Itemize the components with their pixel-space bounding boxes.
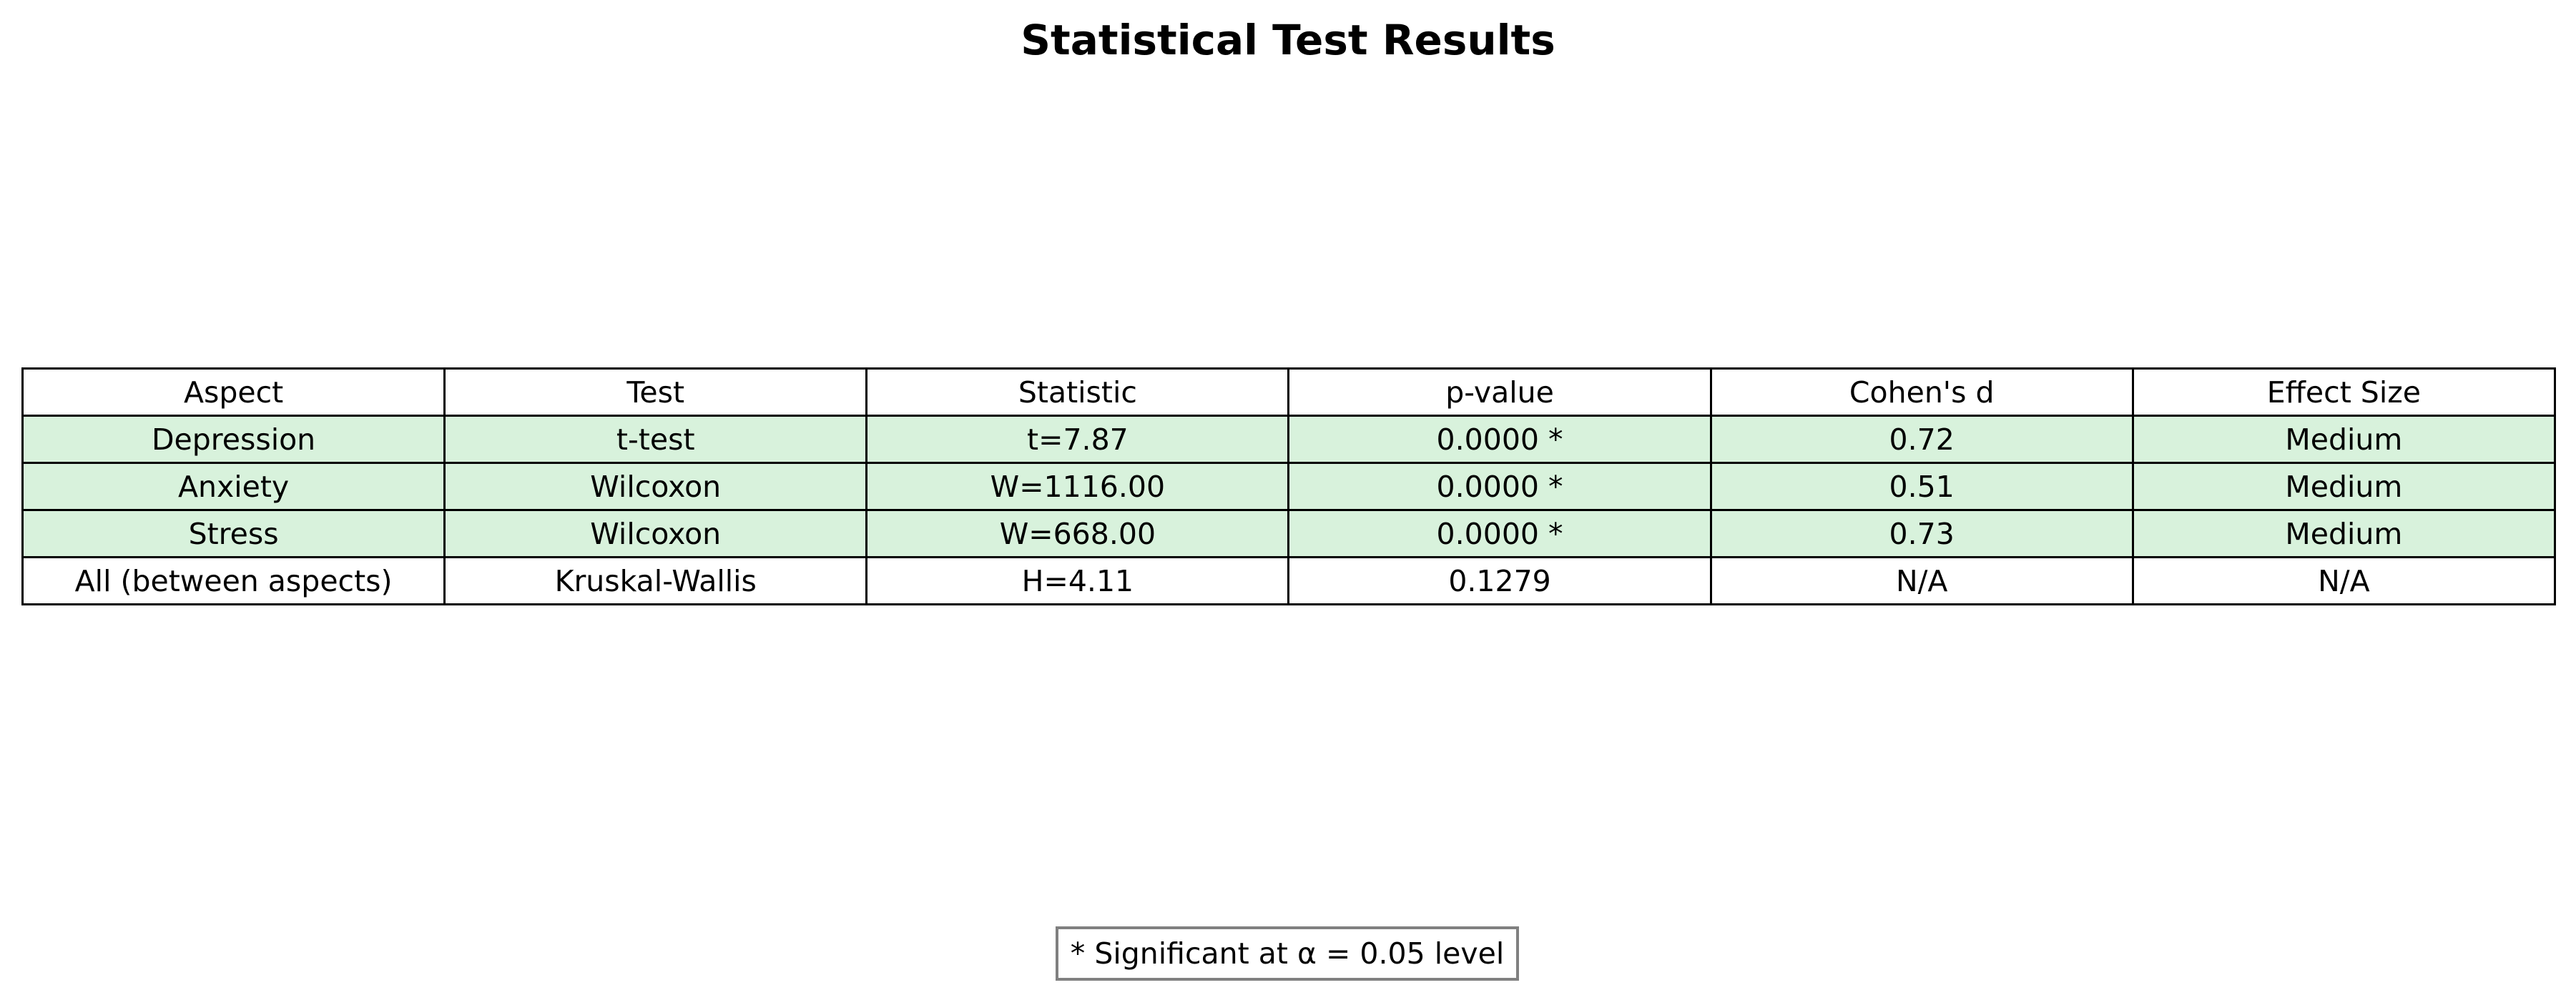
table-cell-effect-size: Medium — [2131, 509, 2557, 558]
header-cell-effect-size: Effect Size — [2131, 367, 2557, 417]
table-body: Aspect Test Statistic p-value Cohen's d … — [21, 367, 2557, 605]
table-cell-test: Wilcoxon — [443, 462, 868, 511]
table-cell-test: t-test — [443, 415, 868, 464]
table-cell-effect-size: Medium — [2131, 415, 2557, 464]
header-cell-test: Test — [443, 367, 868, 417]
table-cell-aspect: Depression — [21, 415, 446, 464]
table-cell-cohens-d: N/A — [1709, 556, 2134, 605]
table-cell-cohens-d: 0.51 — [1709, 462, 2134, 511]
table-cell-statistic: W=668.00 — [865, 509, 1290, 558]
table-row: All (between aspects) Kruskal-Wallis H=4.1… — [21, 556, 2557, 605]
header-cell-p-value: p-value — [1287, 367, 1712, 417]
significance-footnote: * Significant at α = 0.05 level — [1056, 926, 1519, 981]
table-cell-test: Kruskal-Wallis — [443, 556, 868, 605]
table-header-row: Aspect Test Statistic p-value Cohen's d … — [21, 367, 2557, 417]
header-cell-aspect: Aspect — [21, 367, 446, 417]
table-cell-statistic: W=1116.00 — [865, 462, 1290, 511]
table-row: Depression t-test t=7.87 0.0000 * 0.72 Medium — [21, 415, 2557, 464]
table-cell-statistic: t=7.87 — [865, 415, 1290, 464]
table-cell-aspect: Anxiety — [21, 462, 446, 511]
header-cell-statistic: Statistic — [865, 367, 1290, 417]
table-cell-p-value: 0.0000 * — [1287, 415, 1712, 464]
table-cell-aspect: Stress — [21, 509, 446, 558]
table-row: Stress Wilcoxon W=668.00 0.0000 * 0.73 Medium — [21, 509, 2557, 558]
table-cell-p-value: 0.0000 * — [1287, 462, 1712, 511]
table-row: Anxiety Wilcoxon W=1116.00 0.0000 * 0.51 Medi… — [21, 462, 2557, 511]
table-cell-cohens-d: 0.73 — [1709, 509, 2134, 558]
header-cell-cohens-d: Cohen's d — [1709, 367, 2134, 417]
table-cell-cohens-d: 0.72 — [1709, 415, 2134, 464]
table-cell-p-value: 0.0000 * — [1287, 509, 1712, 558]
chart-title: Statistical Test Results — [1021, 16, 1555, 64]
table-cell-effect-size: Medium — [2131, 462, 2557, 511]
table-cell-effect-size: N/A — [2131, 556, 2557, 605]
table-cell-p-value: 0.1279 — [1287, 556, 1712, 605]
results-table: Aspect Test Statistic p-value Cohen's d … — [21, 367, 2557, 605]
table-cell-statistic: H=4.11 — [865, 556, 1290, 605]
table-cell-aspect: All (between aspects) — [21, 556, 446, 605]
table-cell-test: Wilcoxon — [443, 509, 868, 558]
